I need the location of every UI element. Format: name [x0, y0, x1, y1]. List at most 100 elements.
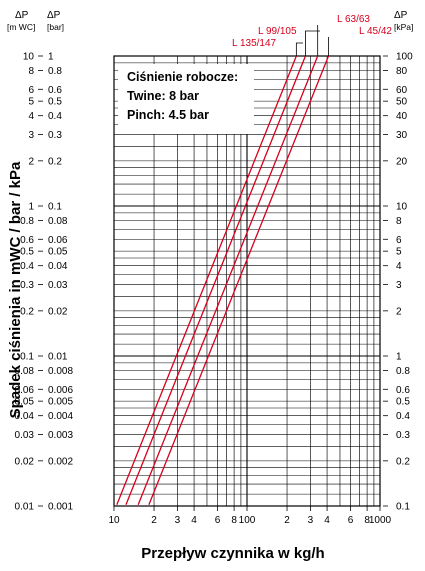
annotation-line-2: Twine: 8 bar [127, 89, 199, 103]
kpa-tick-label: 50 [396, 97, 408, 108]
kpa-tick-label: 0.2 [396, 456, 410, 467]
series-line [137, 55, 319, 505]
bar-tick-label: 0.04 [48, 261, 68, 272]
kpa-tick-label: 80 [396, 66, 408, 77]
x-tick-label: 1000 [369, 515, 392, 526]
series-label: L 99/105 [258, 26, 297, 37]
mwc-tick-label: 2 [28, 156, 34, 167]
y-axis-title: Spadek ciśnienia in mWC / bar / kPa [7, 161, 24, 418]
mwc-tick-label: 0.03 [15, 430, 35, 441]
mwc-tick-label: 0.01 [15, 502, 35, 513]
mwc-tick-label: 0.4 [20, 261, 34, 272]
x-tick-label: 6 [348, 515, 354, 526]
series-line [116, 55, 297, 505]
kpa-tick-label: 20 [396, 156, 408, 167]
bar-tick-label: 0.002 [48, 456, 73, 467]
mwc-tick-label: 0.5 [20, 247, 34, 258]
mwc-tick-label: 0.06 [15, 385, 35, 396]
bar-tick-label: 0.5 [48, 97, 62, 108]
x-tick-label: 3 [308, 515, 314, 526]
kpa-tick-label: 0.1 [396, 502, 410, 513]
mwc-tick-label: 1 [28, 202, 34, 213]
kpa-tick-label: 6 [396, 235, 402, 246]
bar-tick-label: 0.08 [48, 216, 68, 227]
x-tick-label: 3 [175, 515, 181, 526]
bar-tick-label: 0.004 [48, 411, 73, 422]
bar-tick-label: 0.005 [48, 397, 73, 408]
x-tick-label: 4 [191, 515, 197, 526]
kpa-tick-label: 8 [396, 216, 402, 227]
x-tick-label: 10 [108, 515, 120, 526]
kpa-tick-label: 100 [396, 52, 413, 63]
mwc-tick-label: 0.8 [20, 216, 34, 227]
x-tick-label: 2 [284, 515, 290, 526]
bar-tick-label: 0.3 [48, 130, 62, 141]
y-tick-labels: 10 1 100 8 0.8 80 6 0.6 60 5 0.5 50 4 0.4 40 3 0.3 30 2 0.2… [15, 52, 414, 513]
mwc-tick-label: 4 [28, 111, 34, 122]
mwc-tick-label: 5 [28, 97, 34, 108]
kpa-tick-label: 30 [396, 130, 408, 141]
series-label: L 63/63 [337, 14, 370, 25]
kpa-tick-label: 0.8 [396, 366, 410, 377]
kpa-tick-label: 10 [396, 202, 408, 213]
annotation-line-1: Ciśnienie robocze: [127, 70, 238, 84]
mwc-tick-label: 0.3 [20, 280, 34, 291]
bar-tick-label: 0.003 [48, 430, 73, 441]
kpa-tick-label: 2 [396, 306, 402, 317]
kpa-tick-label: 4 [396, 261, 402, 272]
kpa-tick-label: 0.5 [396, 397, 410, 408]
tick-marks [38, 55, 388, 511]
kpa-tick-label: 1 [396, 352, 402, 363]
x-tick-label: 2 [151, 515, 157, 526]
mwc-tick-label: 0.02 [15, 456, 35, 467]
mwc-tick-label: 8 [28, 66, 34, 77]
series-line [148, 55, 330, 505]
mwc-axis-unit: [m WC] [7, 22, 35, 32]
mwc-tick-label: 0.2 [20, 306, 34, 317]
series-lines [116, 55, 330, 505]
series-label-leader [305, 30, 320, 56]
mwc-tick-label: 0.1 [20, 352, 34, 363]
mwc-tick-label: 3 [28, 130, 34, 141]
bar-tick-label: 0.1 [48, 202, 62, 213]
annotation-line-3: Pinch: 4.5 bar [127, 108, 209, 122]
kpa-tick-label: 0.6 [396, 385, 410, 396]
mwc-tick-label: 0.05 [15, 397, 35, 408]
kpa-tick-label: 0.4 [396, 411, 410, 422]
kpa-axis-unit: [kPa] [394, 22, 413, 32]
bar-axis-unit: [bar] [47, 22, 64, 32]
bar-tick-label: 0.008 [48, 366, 73, 377]
series-label-leader [295, 42, 303, 56]
series-line [125, 55, 307, 505]
mwc-tick-label: 0.6 [20, 235, 34, 246]
kpa-tick-label: 3 [396, 280, 402, 291]
x-tick-label: 6 [215, 515, 221, 526]
mwc-tick-label: 0.08 [15, 366, 35, 377]
bar-tick-label: 0.4 [48, 111, 62, 122]
x-tick-label: 8 [364, 515, 370, 526]
bar-tick-label: 0.2 [48, 156, 62, 167]
bar-tick-label: 0.006 [48, 385, 73, 396]
bar-tick-label: 0.05 [48, 247, 68, 258]
bar-tick-label: 0.03 [48, 280, 68, 291]
bar-tick-label: 0.06 [48, 235, 68, 246]
mwc-tick-label: 6 [28, 85, 34, 96]
x-axis-title: Przepływ czynnika w kg/h [141, 545, 324, 562]
bar-axis-symbol: ΔP [47, 10, 61, 21]
kpa-tick-label: 60 [396, 85, 408, 96]
x-tick-label: 8 [231, 515, 237, 526]
bar-tick-label: 0.02 [48, 306, 68, 317]
bar-tick-label: 0.6 [48, 85, 62, 96]
x-tick-label: 100 [239, 515, 256, 526]
mwc-axis-symbol: ΔP [15, 10, 29, 21]
x-tick-label: 4 [324, 515, 330, 526]
mwc-tick-label: 0.04 [15, 411, 35, 422]
bar-tick-label: 0.001 [48, 502, 73, 513]
kpa-axis-symbol: ΔP [394, 10, 408, 21]
kpa-tick-label: 5 [396, 247, 402, 258]
annotation-box [118, 64, 254, 134]
